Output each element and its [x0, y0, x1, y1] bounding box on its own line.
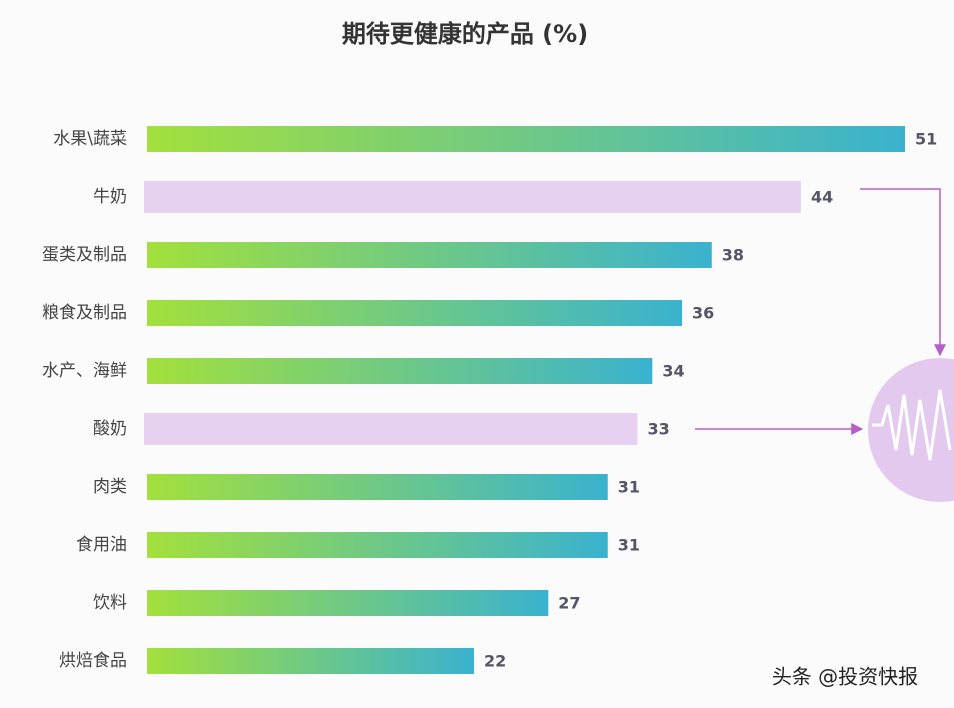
value-label: 31	[618, 478, 640, 497]
decoration	[695, 188, 954, 502]
bar	[147, 242, 712, 268]
bar	[147, 532, 608, 558]
category-label: 食用油	[76, 535, 127, 555]
value-label: 34	[662, 362, 684, 381]
category-label: 肉类	[93, 477, 127, 497]
chart-title: 期待更健康的产品 (%)	[342, 20, 588, 48]
category-label: 饮料	[93, 593, 127, 613]
category-label: 烘焙食品	[59, 651, 127, 671]
value-label: 33	[647, 420, 669, 439]
category-label: 酸奶	[93, 419, 127, 439]
bar	[147, 300, 683, 326]
value-label: 27	[558, 594, 580, 613]
category-label: 水果\蔬菜	[53, 129, 127, 149]
category-label: 牛奶	[93, 187, 127, 207]
bar	[147, 126, 905, 152]
value-label: 44	[811, 188, 833, 207]
value-label: 22	[484, 652, 506, 671]
category-label: 水产、海鲜	[42, 361, 127, 381]
value-label: 31	[618, 536, 640, 555]
bar	[147, 474, 608, 500]
watermark: 头条 @投资快报	[772, 665, 918, 689]
bar	[147, 358, 653, 384]
bar	[147, 590, 549, 616]
category-label: 粮食及制品	[42, 303, 127, 323]
bar	[147, 648, 474, 674]
bar	[144, 413, 638, 445]
value-label: 36	[692, 304, 714, 323]
category-label: 蛋类及制品	[42, 245, 127, 265]
value-label: 38	[722, 246, 744, 265]
value-label: 51	[915, 130, 937, 149]
bar	[144, 181, 801, 213]
